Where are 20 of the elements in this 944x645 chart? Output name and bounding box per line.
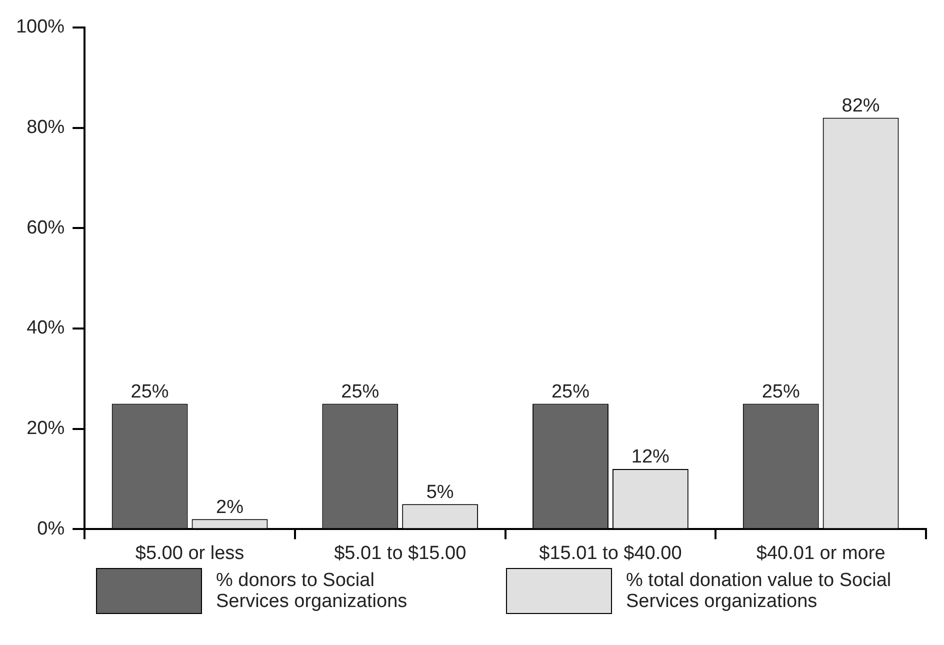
data-label: 25%	[551, 381, 590, 402]
data-label: 12%	[631, 446, 670, 468]
x-tick-label: $5.00 or less	[135, 542, 244, 564]
data-label: 25%	[130, 381, 169, 402]
data-label: 25%	[341, 381, 380, 402]
data-label: 25%	[762, 381, 800, 402]
text: % total donation value to Social Services organizations	[626, 570, 892, 612]
x-tick-label: $5.01 to $15.00	[334, 542, 466, 564]
y-tick-label: 0%	[37, 518, 65, 540]
data-label: 5%	[426, 482, 454, 503]
data-label: 82%	[842, 95, 880, 116]
x-tick-label: $15.01 to $40.00	[539, 542, 682, 564]
y-tick-label: 40%	[26, 318, 65, 339]
data-label: 2%	[216, 496, 244, 518]
y-tick-label: 100%	[16, 16, 65, 38]
y-tick-label: 60%	[26, 217, 65, 238]
y-tick-label: 80%	[26, 116, 65, 138]
x-tick-label: $40.01 or more	[756, 542, 886, 564]
text: % donors to Social Services organizations	[216, 570, 408, 612]
y-tick-label: 20%	[26, 418, 65, 440]
